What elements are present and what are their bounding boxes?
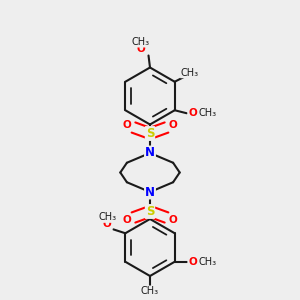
Text: CH₃: CH₃ — [199, 108, 217, 118]
Text: CH₃: CH₃ — [181, 68, 199, 78]
Text: O: O — [122, 215, 131, 225]
Text: O: O — [169, 120, 178, 130]
Text: O: O — [103, 219, 112, 229]
Text: CH₃: CH₃ — [132, 37, 150, 47]
Text: S: S — [146, 205, 154, 218]
Text: S: S — [146, 127, 154, 140]
Text: O: O — [122, 120, 131, 130]
Text: N: N — [145, 146, 155, 160]
Text: CH₃: CH₃ — [98, 212, 116, 222]
Text: CH₃: CH₃ — [141, 286, 159, 296]
Text: O: O — [169, 215, 178, 225]
Text: N: N — [145, 185, 155, 199]
Text: O: O — [188, 257, 197, 267]
Text: O: O — [136, 44, 146, 54]
Text: O: O — [188, 108, 197, 118]
Text: CH₃: CH₃ — [199, 257, 217, 267]
